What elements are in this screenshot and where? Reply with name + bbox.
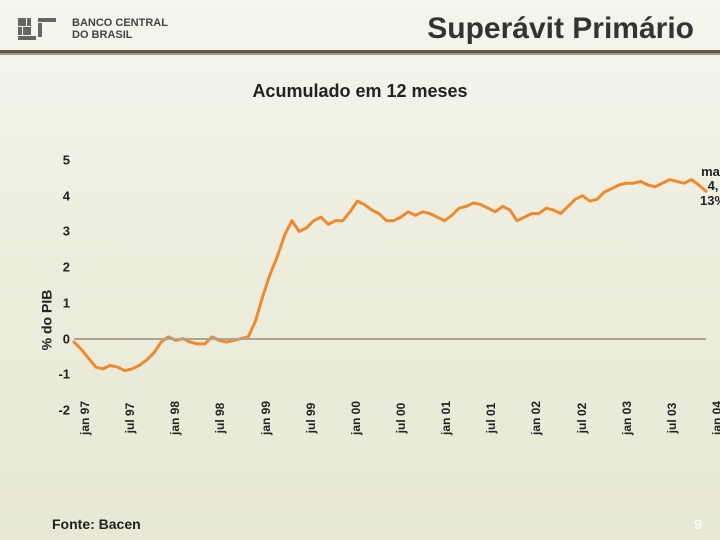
x-tick: jan 00 [349, 401, 363, 435]
x-tick: jul 03 [665, 403, 679, 434]
divider-light [0, 53, 720, 55]
y-tick: 5 [48, 153, 70, 168]
annotation: mar 4, 13% [700, 165, 720, 208]
x-tick: jul 01 [484, 403, 498, 434]
y-tick: 2 [48, 260, 70, 275]
gridline [74, 338, 706, 340]
x-tick: jul 00 [394, 403, 408, 434]
x-tick: jul 02 [575, 403, 589, 434]
org-line2: DO BRASIL [72, 29, 168, 41]
annotation-line1: mar [701, 164, 720, 179]
y-tick: 0 [48, 331, 70, 346]
plot-area: -2-1012345jan 97jul 97jan 98jul 98jan 99… [74, 160, 706, 410]
page-number: 9 [694, 516, 702, 532]
line-series [74, 160, 706, 410]
org-name: BANCO CENTRAL DO BRASIL [72, 17, 168, 41]
x-tick: jan 04 [710, 401, 720, 435]
y-tick: 4 [48, 188, 70, 203]
annotation-line2: 4, 13% [700, 178, 720, 207]
page-title: Superávit Primário [178, 12, 702, 46]
x-tick: jul 99 [304, 403, 318, 434]
subtitle: Acumulado em 12 meses [0, 81, 720, 102]
bcb-logo-icon [18, 15, 62, 43]
x-tick: jan 97 [78, 401, 92, 435]
source-label: Fonte: Bacen [52, 516, 141, 532]
y-tick: -2 [48, 403, 70, 418]
x-tick: jan 98 [168, 401, 182, 435]
x-tick: jan 99 [259, 401, 273, 435]
org-line1: BANCO CENTRAL [72, 17, 168, 29]
chart: % do PIB -2-1012345jan 97jul 97jan 98jul… [20, 160, 710, 480]
x-tick: jan 02 [529, 401, 543, 435]
y-tick: 1 [48, 295, 70, 310]
x-tick: jan 01 [439, 401, 453, 435]
x-tick: jan 03 [620, 401, 634, 435]
x-tick: jul 97 [123, 403, 137, 434]
y-tick: 3 [48, 224, 70, 239]
slide: BANCO CENTRAL DO BRASIL Superávit Primár… [0, 0, 720, 540]
y-tick: -1 [48, 367, 70, 382]
header: BANCO CENTRAL DO BRASIL Superávit Primár… [0, 0, 720, 50]
x-tick: jul 98 [213, 403, 227, 434]
